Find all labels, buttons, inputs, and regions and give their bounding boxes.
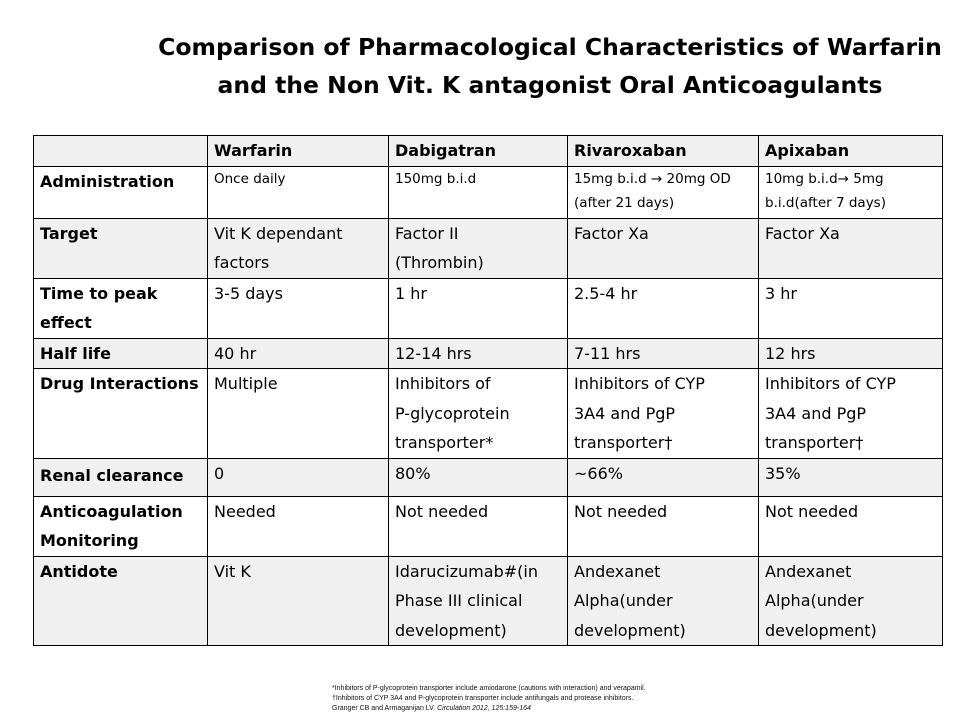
- table-cell: Inhibitors of P-glycoprotein transporter*: [388, 368, 568, 459]
- slide-title: Comparison of Pharmacological Characteri…: [150, 28, 950, 104]
- table-cell: Inhibitors of CYP 3A4 and PgP transporter†: [567, 368, 759, 459]
- table-cell: 1 hr: [388, 277, 568, 339]
- table-cell: 40 hr: [207, 337, 389, 369]
- citation: Granger CB and Armaganijan LV. Circulati…: [332, 704, 892, 714]
- row-label: Anticoagulation Monitoring: [33, 495, 208, 557]
- table-row-half-life: Half life 40 hr 12-14 hrs 7-11 hrs 12 hr…: [33, 337, 943, 369]
- header-cell-warfarin: Warfarin: [207, 135, 389, 167]
- citation-authors: Granger CB and Armaganijan LV.: [332, 705, 438, 712]
- table-cell: Not needed: [567, 495, 759, 557]
- title-line-2: and the Non Vit. K antagonist Oral Antic…: [217, 71, 883, 99]
- table-row-target: Target Vit K dependant factors Factor II(…: [33, 217, 943, 279]
- table-row-drug-interactions: Drug Interactions Multiple Inhibitors of…: [33, 368, 943, 459]
- table-cell: Andexanet Alpha(under development): [758, 555, 943, 646]
- table-row-renal-clearance: Renal clearance 0 80% ~66% 35%: [33, 457, 943, 497]
- table-cell: 3-5 days: [207, 277, 389, 339]
- table-row-antidote: Antidote Vit K Idarucizumab#(in Phase III…: [33, 555, 943, 646]
- table-cell: Factor Xa: [567, 217, 759, 279]
- table-cell: Andexanet Alpha(under development): [567, 555, 759, 646]
- table-cell: 80%: [388, 457, 568, 497]
- table-cell: 15mg b.i.d → 20mg OD (after 21 days): [567, 165, 759, 219]
- table-cell: Idarucizumab#(in Phase III clinical develo…: [388, 555, 568, 646]
- table-cell: Once daily: [207, 165, 389, 219]
- footnotes: *Inhibitors of P-glycoprotein transporte…: [332, 684, 892, 714]
- row-label: Drug Interactions: [33, 368, 208, 459]
- table-cell: Multiple: [207, 368, 389, 459]
- table-cell: ~66%: [567, 457, 759, 497]
- table-cell: 10mg b.i.d→ 5mg b.i.d(after 7 days): [758, 165, 943, 219]
- table-cell: 12-14 hrs: [388, 337, 568, 369]
- table-row-administration: Administration Once daily 150mg b.i.d 15…: [33, 165, 943, 219]
- row-label: Renal clearance: [33, 457, 208, 497]
- table-cell: 3 hr: [758, 277, 943, 339]
- table-cell: Factor Xa: [758, 217, 943, 279]
- table-cell: 35%: [758, 457, 943, 497]
- row-label: Administration: [33, 165, 208, 219]
- title-line-1: Comparison of Pharmacological Characteri…: [158, 33, 942, 61]
- table-cell: Inhibitors of CYP 3A4 and PgP transporter†: [758, 368, 943, 459]
- table-cell: Not needed: [388, 495, 568, 557]
- table-cell: 2.5-4 hr: [567, 277, 759, 339]
- table-cell: 0: [207, 457, 389, 497]
- footnote-p-glycoprotein: *Inhibitors of P-glycoprotein transporte…: [332, 685, 646, 692]
- table-row-time-to-peak: Time to peak effect 3-5 days 1 hr 2.5-4 h…: [33, 277, 943, 339]
- header-cell-dabigatran: Dabigatran: [388, 135, 568, 167]
- table-cell: 12 hrs: [758, 337, 943, 369]
- header-cell-empty: [33, 135, 208, 167]
- table-cell: Vit K: [207, 555, 389, 646]
- header-row: Warfarin Dabigatran Rivaroxaban Apixaban: [33, 135, 943, 167]
- table-cell: 150mg b.i.d: [388, 165, 568, 219]
- row-label: Time to peak effect: [33, 277, 208, 339]
- table-cell: 7-11 hrs: [567, 337, 759, 369]
- header-cell-apixaban: Apixaban: [758, 135, 943, 167]
- header-cell-rivaroxaban: Rivaroxaban: [567, 135, 759, 167]
- table-cell: Needed: [207, 495, 389, 557]
- comparison-table: Warfarin Dabigatran Rivaroxaban Apixaban…: [33, 135, 943, 646]
- table-cell: Not needed: [758, 495, 943, 557]
- table-row-monitoring: Anticoagulation Monitoring Needed Not nee…: [33, 495, 943, 557]
- row-label: Target: [33, 217, 208, 279]
- table-cell: Vit K dependant factors: [207, 217, 389, 279]
- footnote-cyp3a4: †Inhibitors of CYP 3A4 and P-glycoprotei…: [332, 695, 634, 702]
- citation-journal: Circulation 2012, 125:159-164: [437, 705, 531, 712]
- row-label: Antidote: [33, 555, 208, 646]
- table-cell: Factor II (Thrombin): [388, 217, 568, 279]
- row-label: Half life: [33, 337, 208, 369]
